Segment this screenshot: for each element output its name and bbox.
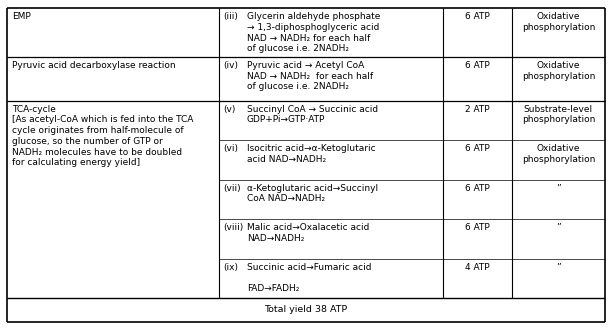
Text: Total yield 38 ATP: Total yield 38 ATP (264, 306, 348, 314)
Text: Glycerin aldehyde phosphate
→ 1,3-diphosphoglyceric acid
NAD → NADH₂ for each ha: Glycerin aldehyde phosphate → 1,3-diphos… (247, 12, 380, 53)
Text: (vi): (vi) (223, 144, 239, 153)
Text: (ix): (ix) (223, 263, 239, 272)
Text: Pyruvic acid decarboxylase reaction: Pyruvic acid decarboxylase reaction (12, 61, 175, 70)
Text: ”: ” (556, 184, 561, 193)
Text: 6 ATP: 6 ATP (465, 12, 490, 21)
Text: Oxidative
phosphorylation: Oxidative phosphorylation (521, 144, 595, 164)
Text: 2 ATP: 2 ATP (465, 105, 490, 114)
Text: ”: ” (556, 223, 561, 232)
Text: Succinic acid→Fumaric acid

FAD→FADH₂: Succinic acid→Fumaric acid FAD→FADH₂ (247, 263, 371, 293)
Text: Oxidative
phosphorylation: Oxidative phosphorylation (521, 61, 595, 81)
Text: (vii): (vii) (223, 184, 241, 193)
Text: 6 ATP: 6 ATP (465, 61, 490, 70)
Text: Oxidative
phosphorylation: Oxidative phosphorylation (521, 12, 595, 32)
Text: TCA-cycle
[As acetyl-CoA which is fed into the TCA
cycle originates from half-mo: TCA-cycle [As acetyl-CoA which is fed in… (12, 105, 193, 167)
Text: (iv): (iv) (223, 61, 239, 70)
Text: Pyruvic acid → Acetyl CoA
NAD → NADH₂  for each half
of glucose i.e. 2NADH₂: Pyruvic acid → Acetyl CoA NAD → NADH₂ fo… (247, 61, 373, 91)
Text: ”: ” (556, 263, 561, 272)
Text: (viii): (viii) (223, 223, 244, 232)
Text: 4 ATP: 4 ATP (465, 263, 490, 272)
Text: (iii): (iii) (223, 12, 239, 21)
Text: 6 ATP: 6 ATP (465, 184, 490, 193)
Text: EMP: EMP (12, 12, 31, 21)
Text: Isocitric acid→α-Ketoglutaric
acid NAD→NADH₂: Isocitric acid→α-Ketoglutaric acid NAD→N… (247, 144, 376, 164)
Text: 6 ATP: 6 ATP (465, 223, 490, 232)
Text: (v): (v) (223, 105, 236, 114)
Text: Substrate-level
phosphorylation: Substrate-level phosphorylation (521, 105, 595, 124)
Text: α-Ketoglutaric acid→Succinyl
CoA NAD→NADH₂: α-Ketoglutaric acid→Succinyl CoA NAD→NAD… (247, 184, 378, 203)
Text: Succinyl CoA → Succinic acid
GDP+Pi→GTP·ATP: Succinyl CoA → Succinic acid GDP+Pi→GTP·… (247, 105, 378, 124)
Text: Malic acid→Oxalacetic acid
NAD→NADH₂: Malic acid→Oxalacetic acid NAD→NADH₂ (247, 223, 369, 243)
Text: 6 ATP: 6 ATP (465, 144, 490, 153)
